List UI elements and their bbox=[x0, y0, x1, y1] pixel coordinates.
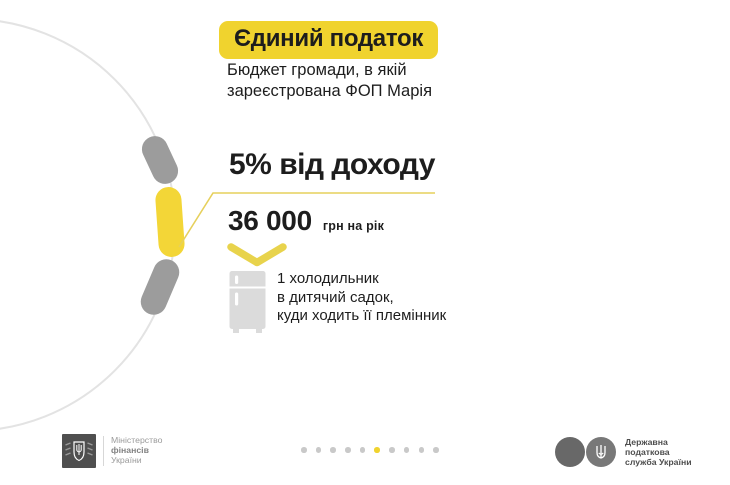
pagination-dot[interactable] bbox=[389, 447, 395, 453]
ministry-emblem-icon bbox=[62, 434, 96, 468]
example-text: 1 холодильник в дитячий садок, куди ходи… bbox=[277, 270, 447, 325]
amount-unit: грн на рік bbox=[322, 219, 385, 233]
ministry-line-1: Міністерство bbox=[111, 435, 163, 446]
subtitle: Бюджет громади, в якій зареєстрована ФОП… bbox=[227, 61, 433, 100]
pagination-dot[interactable] bbox=[359, 447, 366, 453]
rate-heading: 5% від доходу bbox=[229, 148, 435, 181]
tax-service-label: Державна податкова служба України bbox=[625, 437, 692, 467]
segment-gray-bottom bbox=[140, 259, 180, 315]
ministry-of-finance-logo: Міністерство фінансів України bbox=[62, 434, 162, 468]
ministry-line-3: України bbox=[111, 454, 142, 465]
segment-yellow-highlight bbox=[155, 187, 185, 257]
pagination-dot[interactable] bbox=[301, 447, 307, 453]
page-title: Єдиний податок bbox=[219, 21, 439, 59]
ministry-line-2: фінансів bbox=[111, 445, 149, 456]
pagination-dot[interactable] bbox=[345, 447, 351, 453]
circle-arc bbox=[0, 20, 176, 430]
amount-value: 36 000 bbox=[228, 205, 312, 236]
amount-row: 36 000 грн на рік bbox=[228, 205, 384, 237]
ministry-label: Міністерство фінансів України bbox=[111, 435, 163, 465]
tax-service-logo: Державна податкова служба України bbox=[555, 437, 692, 467]
pagination-dot[interactable] bbox=[433, 447, 439, 453]
pagination-dot-active[interactable] bbox=[374, 447, 380, 453]
fridge-icon bbox=[229, 271, 266, 333]
pagination-dots bbox=[301, 447, 439, 453]
pagination-dot[interactable] bbox=[418, 447, 424, 453]
segment-gray-top bbox=[141, 136, 179, 184]
chevron-down-icon bbox=[227, 243, 287, 267]
divider bbox=[103, 436, 104, 466]
pagination-dot[interactable] bbox=[315, 447, 322, 453]
tax-emblem-icon bbox=[555, 437, 616, 467]
pagination-dot[interactable] bbox=[403, 447, 410, 453]
pagination-dot[interactable] bbox=[330, 447, 336, 453]
